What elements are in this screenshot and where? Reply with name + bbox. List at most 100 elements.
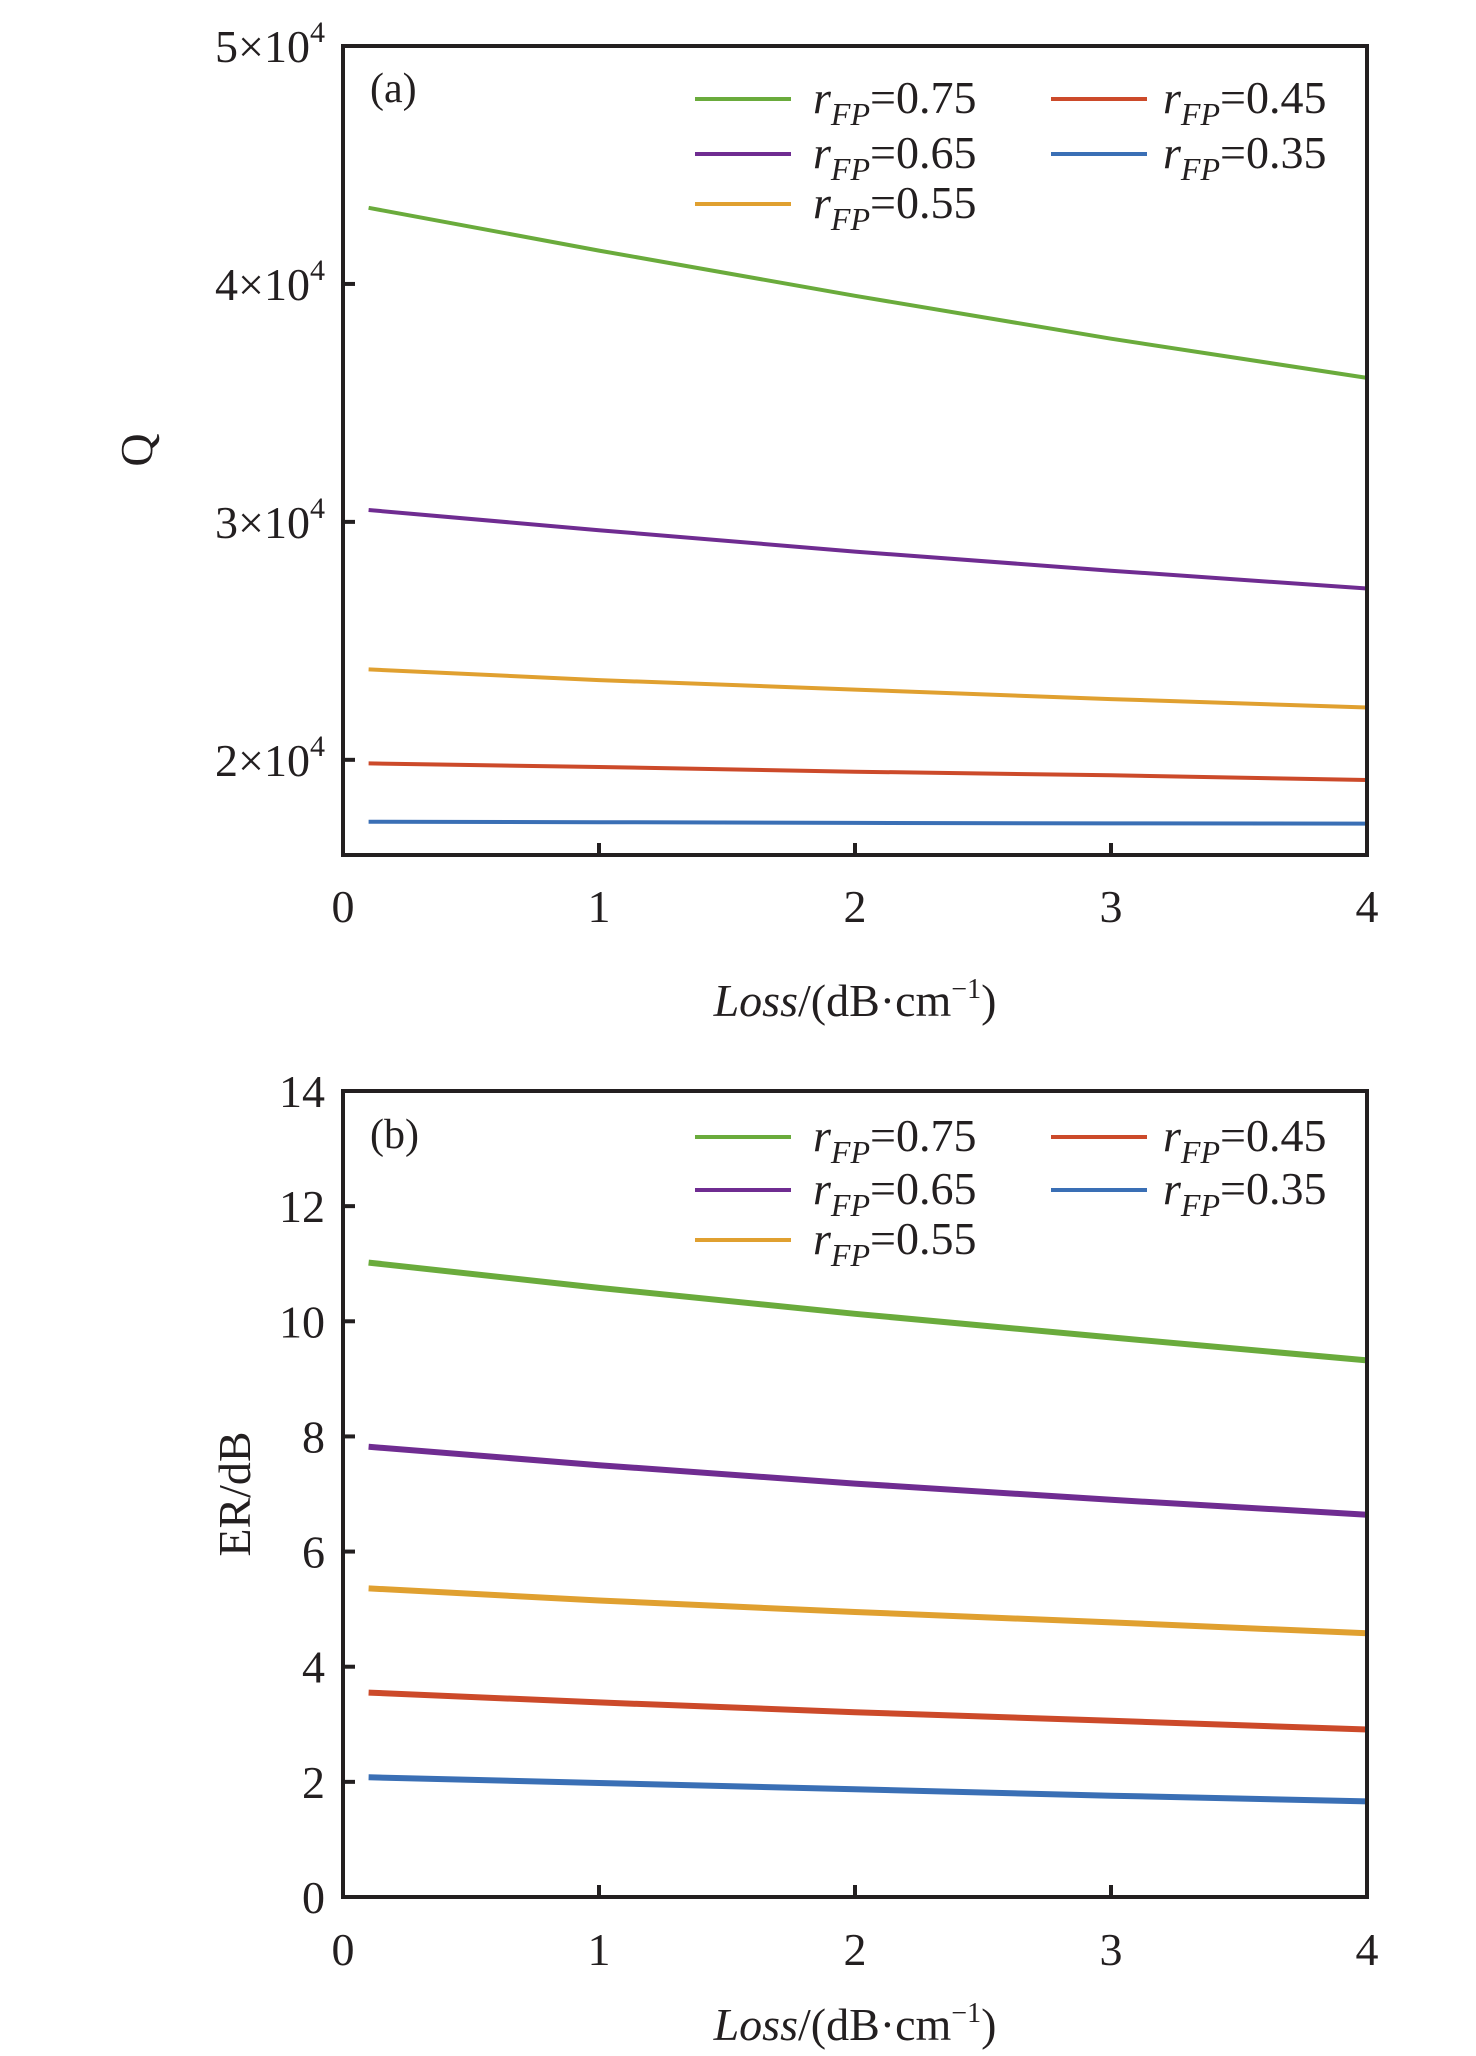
- x-tick-label: 4: [1356, 881, 1379, 932]
- panel-b-x-axis-label: Loss/(dB·cm−1): [713, 1998, 997, 2050]
- legend-symbol: r: [813, 1213, 832, 1264]
- legend-subscript: FP: [830, 1187, 870, 1223]
- legend-subscript: FP: [830, 1134, 870, 1170]
- series-line-0-75: [368, 1259, 1368, 1364]
- x-label-unit: /(dB·cm: [798, 1999, 952, 2050]
- x-label-sup: −1: [951, 1998, 981, 2029]
- y-tick-exponent: 4: [310, 730, 325, 763]
- legend-symbol: r: [813, 1163, 832, 1214]
- x-tick-label: 1: [588, 881, 611, 932]
- legend-symbol: r: [813, 177, 832, 228]
- legend-value: =0.75: [870, 1110, 976, 1161]
- x-label-loss: Loss: [713, 1999, 798, 2050]
- y-tick-label: 10: [279, 1296, 325, 1347]
- legend-label: rFP=0.35: [1163, 1163, 1326, 1223]
- y-tick-label: 4: [302, 1642, 325, 1693]
- x-label-loss: Loss: [713, 975, 798, 1026]
- y-tick-label: 8: [302, 1411, 325, 1462]
- legend-symbol: r: [1163, 1110, 1182, 1161]
- x-tick-label: 4: [1356, 1924, 1379, 1975]
- legend-subscript: FP: [830, 96, 870, 132]
- legend-value: =0.55: [870, 1213, 976, 1264]
- legend-label: rFP=0.65: [813, 1163, 976, 1223]
- legend-item: rFP=0.75: [695, 1110, 976, 1170]
- y-tick-label: 3×104: [215, 492, 325, 548]
- legend-subscript: FP: [1180, 1187, 1220, 1223]
- legend-label: rFP=0.75: [813, 72, 976, 132]
- x-tick-label: 0: [332, 881, 355, 932]
- y-tick-exponent: 4: [310, 492, 325, 525]
- legend-symbol: r: [813, 127, 832, 178]
- legend-label: rFP=0.55: [813, 1213, 976, 1273]
- y-tick-mantissa: 4×10: [215, 259, 310, 310]
- legend-item: rFP=0.65: [695, 127, 976, 187]
- legend-item: rFP=0.35: [1051, 127, 1326, 187]
- legend-item: rFP=0.35: [1051, 1163, 1326, 1223]
- y-tick-label: 6: [302, 1527, 325, 1578]
- x-tick-label: 1: [588, 1924, 611, 1975]
- legend-item: rFP=0.45: [1051, 72, 1326, 132]
- legend-label: rFP=0.65: [813, 127, 976, 187]
- legend-label: rFP=0.45: [1163, 72, 1326, 132]
- legend-value: =0.65: [870, 127, 976, 178]
- legend-value: =0.65: [870, 1163, 976, 1214]
- x-tick-label: 3: [1100, 1924, 1123, 1975]
- x-tick-label: 3: [1100, 881, 1123, 932]
- legend-subscript: FP: [830, 1237, 870, 1273]
- series-line-0-45: [368, 1689, 1368, 1733]
- legend-item: rFP=0.75: [695, 72, 976, 132]
- series-line-0-75: [368, 205, 1368, 380]
- panel-b-series: [368, 1259, 1368, 1805]
- legend-subscript: FP: [1180, 151, 1220, 187]
- legend-symbol: r: [813, 72, 832, 123]
- x-tick-label: 2: [844, 881, 867, 932]
- legend-symbol: r: [813, 1110, 832, 1161]
- panel-a-y-axis-label: Q: [111, 433, 162, 466]
- y-tick-label: 14: [279, 1066, 325, 1117]
- panel-a-x-ticks: 0 1 2 3 4: [332, 843, 1379, 932]
- panel-b-y-axis-label: ER/dB: [209, 1431, 260, 1556]
- series-line-0-35: [368, 1774, 1368, 1805]
- y-tick-label: 12: [279, 1181, 325, 1232]
- legend-value: =0.45: [1220, 1110, 1326, 1161]
- legend-symbol: r: [1163, 72, 1182, 123]
- x-label-sup: −1: [951, 974, 981, 1005]
- legend-value: =0.55: [870, 177, 976, 228]
- x-tick-label: 2: [844, 1924, 867, 1975]
- panel-b-label: (b): [370, 1112, 419, 1158]
- y-tick-label: 5×104: [215, 16, 325, 72]
- y-tick-label: 0: [302, 1872, 325, 1923]
- series-line-0-45: [368, 761, 1368, 782]
- legend-item: rFP=0.45: [1051, 1110, 1326, 1170]
- y-tick-exponent: 4: [310, 16, 325, 49]
- panel-a-label: (a): [370, 66, 417, 112]
- y-tick-mantissa: 3×10: [215, 497, 310, 548]
- legend-symbol: r: [1163, 1163, 1182, 1214]
- legend-value: =0.75: [870, 72, 976, 123]
- panel-a-series: [368, 205, 1368, 826]
- x-label-unit: /(dB·cm: [798, 975, 952, 1026]
- y-tick-label: 2×104: [215, 730, 325, 786]
- y-tick-mantissa: 2×10: [215, 735, 310, 786]
- x-label-close: ): [981, 975, 996, 1026]
- series-line-0-55: [368, 1585, 1368, 1637]
- legend-label: rFP=0.35: [1163, 127, 1326, 187]
- series-line-0-65: [368, 1443, 1368, 1518]
- panel-b-y-ticks: 0 2 4 6 8 10 12 14: [279, 1066, 355, 1923]
- y-tick-exponent: 4: [310, 254, 325, 287]
- legend-subscript: FP: [830, 201, 870, 237]
- legend-item: rFP=0.55: [695, 177, 976, 237]
- legend-subscript: FP: [1180, 1134, 1220, 1170]
- legend-label: rFP=0.45: [1163, 1110, 1326, 1170]
- y-tick-label: 4×104: [215, 254, 325, 310]
- y-tick-label: 2: [302, 1757, 325, 1808]
- legend-item: rFP=0.65: [695, 1163, 976, 1223]
- series-line-0-55: [368, 667, 1368, 710]
- legend-label: rFP=0.55: [813, 177, 976, 237]
- legend-value: =0.45: [1220, 72, 1326, 123]
- legend-symbol: r: [1163, 127, 1182, 178]
